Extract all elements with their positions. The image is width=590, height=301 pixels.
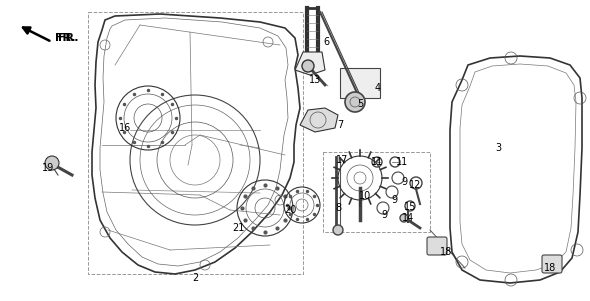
Polygon shape — [300, 108, 338, 132]
Text: 21: 21 — [232, 223, 244, 233]
Text: 9: 9 — [401, 177, 407, 187]
Circle shape — [400, 214, 408, 222]
Text: 15: 15 — [404, 202, 416, 212]
Circle shape — [345, 92, 365, 112]
FancyBboxPatch shape — [542, 255, 562, 273]
Text: 7: 7 — [337, 120, 343, 130]
Text: 13: 13 — [309, 75, 321, 85]
Bar — [340, 68, 380, 98]
Text: 11: 11 — [396, 157, 408, 167]
FancyBboxPatch shape — [427, 237, 447, 255]
Text: 2: 2 — [192, 273, 198, 283]
Text: 18: 18 — [544, 263, 556, 273]
Text: 5: 5 — [357, 99, 363, 109]
Text: 17: 17 — [336, 155, 348, 165]
Text: FR.: FR. — [58, 33, 78, 43]
Text: 4: 4 — [375, 83, 381, 93]
Text: 8: 8 — [335, 203, 341, 213]
Text: 12: 12 — [409, 180, 421, 190]
Text: 14: 14 — [402, 213, 414, 223]
Bar — [323, 152, 430, 232]
Text: 18: 18 — [440, 247, 452, 257]
Text: FR.: FR. — [55, 33, 76, 43]
Circle shape — [333, 225, 343, 235]
Text: 19: 19 — [42, 163, 54, 173]
Text: 3: 3 — [495, 143, 501, 153]
Circle shape — [302, 60, 314, 72]
Text: 10: 10 — [359, 191, 371, 201]
Text: 9: 9 — [381, 210, 387, 220]
Text: 9: 9 — [391, 195, 397, 205]
Bar — [88, 12, 303, 274]
Text: 6: 6 — [323, 37, 329, 47]
Polygon shape — [295, 52, 325, 75]
Text: 16: 16 — [119, 123, 131, 133]
Circle shape — [45, 156, 59, 170]
Text: 20: 20 — [284, 205, 296, 215]
Text: 11: 11 — [371, 157, 383, 167]
